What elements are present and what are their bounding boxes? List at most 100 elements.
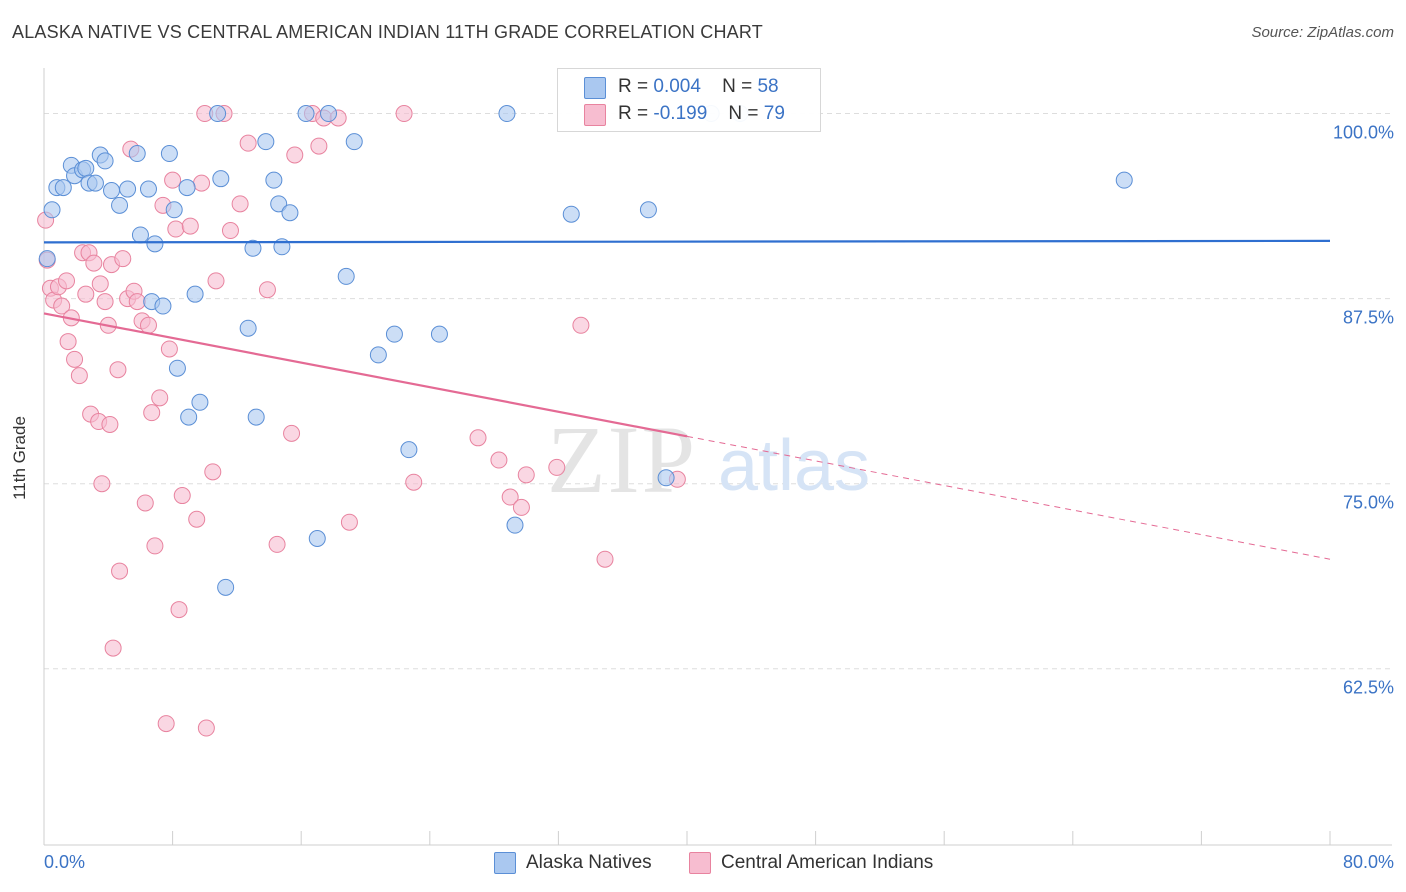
y-tick-label-3: 100.0% [1332, 122, 1394, 143]
alaska-native-point-39 [297, 105, 315, 123]
alaska-native-point-45 [385, 325, 403, 343]
central-american-indians-points [37, 105, 686, 737]
y-tick-label-2: 87.5% [1342, 307, 1394, 328]
alaska-native-point-21 [160, 145, 178, 163]
source-label: Source: ZipAtlas.com [1251, 24, 1394, 41]
series-label: Alaska Natives [526, 852, 652, 873]
central-american-indian-point-54 [239, 134, 257, 152]
alaska-native-point-25 [180, 408, 198, 426]
central-american-indian-point-41 [167, 220, 185, 238]
central-american-indian-point-63 [340, 513, 358, 531]
alaska-native-point-0 [38, 250, 56, 268]
alaska-native-point-7 [77, 159, 95, 177]
central-american-indian-point-12 [77, 285, 95, 303]
series-swatch-blue [494, 852, 516, 874]
alaska-native-point-33 [247, 408, 265, 426]
central-american-indian-point-18 [93, 475, 111, 493]
alaska-native-point-49 [506, 516, 524, 534]
central-american-indian-point-40 [164, 171, 182, 189]
central-american-indian-point-65 [405, 473, 423, 491]
central-american-indian-point-66 [469, 429, 487, 447]
alaska-native-point-40 [308, 529, 326, 547]
central-american-indian-point-50 [207, 272, 225, 290]
legend-r-value: 0.004 [653, 76, 701, 97]
gridlines [44, 113, 1392, 670]
y-tick-label-0: 62.5% [1342, 677, 1394, 698]
central-american-indian-point-7 [59, 333, 77, 351]
alaska-native-point-14 [119, 180, 137, 198]
alaska-native-point-50 [562, 205, 580, 223]
central-american-indian-point-32 [136, 494, 154, 512]
x-tick-label-max: 80.0% [1342, 852, 1394, 872]
chart-title: ALASKA NATIVE VS CENTRAL AMERICAN INDIAN… [12, 22, 763, 42]
trend-line-0 [43, 239, 1331, 244]
alaska-native-point-24 [178, 179, 196, 197]
central-american-indian-point-26 [114, 250, 132, 268]
correlation-legend: R = 0.004 N = 58 R = -0.199 N = 79 [557, 68, 821, 132]
central-american-indian-point-24 [109, 361, 127, 379]
alaska-native-point-52 [657, 469, 675, 487]
central-american-indian-point-43 [173, 487, 191, 505]
central-american-indian-point-69 [512, 498, 530, 516]
alaska-native-point-48 [498, 105, 516, 123]
alaska-native-point-44 [369, 346, 387, 364]
alaska-native-point-31 [239, 319, 257, 337]
alaska-native-point-27 [191, 393, 209, 411]
alaska-natives-points [38, 105, 1133, 596]
trend-lines [43, 239, 1331, 560]
alaska-native-point-42 [337, 267, 355, 285]
watermark-zip: ZIP [547, 406, 697, 513]
central-american-indian-point-53 [231, 195, 249, 213]
alaska-native-point-19 [146, 235, 164, 253]
alaska-native-point-12 [103, 182, 121, 200]
alaska-native-point-28 [209, 105, 227, 123]
alaska-native-point-3 [54, 179, 72, 197]
x-tick-label-min: 0.0% [44, 852, 86, 872]
alaska-native-point-15 [128, 145, 146, 163]
central-american-indian-point-34 [143, 404, 161, 422]
alaska-native-point-23 [168, 359, 186, 377]
legend-row-alaska-natives: R = 0.004 N = 58 [558, 73, 820, 101]
central-american-indian-point-71 [548, 458, 566, 476]
legend-swatch-pink [584, 104, 606, 126]
alaska-native-point-55 [1115, 171, 1133, 189]
central-american-indian-point-56 [268, 535, 286, 553]
alaska-native-point-32 [244, 239, 262, 257]
watermark: ZIP atlas [547, 406, 870, 513]
alaska-native-point-38 [281, 204, 299, 222]
alaska-native-point-36 [270, 195, 288, 213]
central-american-indian-point-42 [170, 601, 188, 619]
series-legend-alaska-natives: Alaska Natives [494, 852, 652, 874]
central-american-indian-point-44 [181, 217, 199, 235]
alaska-native-point-30 [217, 578, 235, 596]
alaska-native-point-51 [639, 201, 657, 219]
central-american-indian-point-17 [91, 275, 109, 293]
central-american-indian-point-52 [221, 222, 239, 240]
legend-r-value: -0.199 [653, 103, 708, 124]
alaska-native-point-1 [43, 201, 61, 219]
central-american-indian-point-23 [104, 639, 122, 657]
central-american-indian-point-6 [58, 272, 76, 290]
series-label: Central American Indians [721, 852, 934, 873]
alaska-native-point-20 [154, 297, 172, 315]
central-american-indian-point-67 [490, 451, 508, 469]
legend-row-central-american-indians: R = -0.199 N = 79 [558, 100, 820, 128]
central-american-indian-point-73 [596, 550, 614, 568]
y-tick-label-1: 75.0% [1342, 492, 1394, 513]
central-american-indian-point-68 [501, 488, 519, 506]
central-american-indian-point-30 [128, 293, 146, 311]
central-american-indian-point-35 [146, 537, 164, 555]
central-american-indian-point-5 [53, 297, 71, 315]
central-american-indian-point-33 [139, 316, 157, 334]
alaska-native-point-9 [86, 174, 104, 192]
central-american-indian-point-36 [151, 389, 169, 407]
legend-n-value: 79 [763, 103, 785, 124]
alaska-native-point-46 [400, 441, 418, 459]
central-american-indian-point-25 [111, 562, 129, 580]
alaska-native-point-47 [430, 325, 448, 343]
alaska-native-point-35 [265, 171, 283, 189]
central-american-indian-point-15 [85, 254, 103, 272]
central-american-indian-point-49 [204, 463, 222, 481]
central-american-indian-point-10 [70, 367, 88, 385]
